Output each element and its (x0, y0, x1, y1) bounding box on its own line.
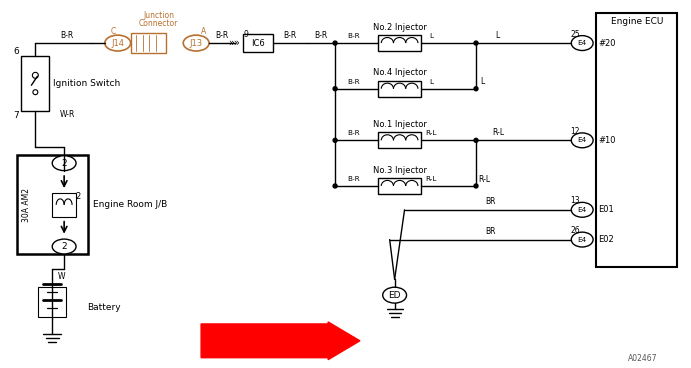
Text: ED: ED (388, 291, 401, 300)
Circle shape (474, 87, 478, 91)
Text: L: L (429, 79, 433, 85)
Ellipse shape (571, 232, 593, 247)
Ellipse shape (571, 133, 593, 148)
Text: Junction: Junction (143, 11, 174, 20)
Text: #10: #10 (598, 136, 616, 145)
Ellipse shape (105, 35, 131, 51)
Circle shape (333, 87, 337, 91)
Ellipse shape (183, 35, 209, 51)
Text: IC6: IC6 (251, 39, 265, 47)
Text: Engine Room J/B: Engine Room J/B (93, 200, 167, 209)
Text: E4: E4 (578, 207, 587, 213)
Bar (38, 287, 66, 317)
Text: E02: E02 (598, 235, 614, 244)
Text: 30A AM2: 30A AM2 (22, 188, 31, 222)
Text: 26: 26 (571, 226, 580, 235)
Circle shape (333, 184, 337, 188)
Text: B-R: B-R (61, 31, 74, 40)
Circle shape (333, 41, 337, 45)
Text: #20: #20 (598, 39, 616, 47)
Text: Connector: Connector (139, 19, 178, 28)
Text: A02467: A02467 (628, 354, 658, 363)
Text: 9: 9 (243, 30, 248, 39)
Ellipse shape (53, 156, 76, 171)
Text: 2: 2 (61, 242, 67, 251)
Bar (378, 178, 422, 194)
Text: R-L: R-L (478, 174, 490, 184)
Text: W: W (58, 272, 66, 281)
Text: »»: »» (228, 38, 240, 48)
Bar (378, 132, 422, 148)
Text: B-R: B-R (216, 31, 229, 40)
Text: B-R: B-R (314, 31, 328, 40)
Text: E4: E4 (578, 137, 587, 143)
Text: 12: 12 (571, 127, 580, 136)
Text: A: A (200, 26, 206, 36)
Text: B-R: B-R (283, 31, 296, 40)
Bar (378, 35, 422, 51)
Text: B-R: B-R (348, 130, 360, 137)
Ellipse shape (33, 90, 38, 95)
Bar (596, 13, 677, 268)
Text: E4: E4 (578, 237, 587, 243)
Text: 13: 13 (571, 197, 580, 205)
Text: B-R: B-R (348, 33, 360, 39)
Circle shape (333, 138, 337, 142)
Text: L: L (480, 77, 484, 86)
FancyArrow shape (201, 322, 360, 360)
Bar (378, 81, 422, 97)
Text: J14: J14 (111, 39, 124, 47)
Text: E4: E4 (578, 40, 587, 46)
Bar (21, 56, 49, 110)
Text: 7: 7 (14, 111, 19, 120)
Text: J13: J13 (189, 39, 202, 47)
Ellipse shape (53, 239, 76, 254)
Text: 2: 2 (61, 159, 67, 168)
Text: L: L (429, 33, 433, 39)
Text: BR: BR (485, 197, 495, 206)
Text: No.1 Injector: No.1 Injector (372, 120, 426, 129)
Text: B-R: B-R (348, 79, 360, 85)
Text: W-R: W-R (59, 110, 75, 119)
Text: 25: 25 (571, 30, 580, 39)
Ellipse shape (571, 202, 593, 217)
Ellipse shape (383, 287, 406, 303)
Text: R-L: R-L (426, 176, 437, 182)
Text: B-R: B-R (348, 176, 360, 182)
Text: Battery: Battery (87, 302, 121, 312)
Bar (17, 155, 88, 254)
Text: Ignition Switch: Ignition Switch (53, 79, 121, 88)
Bar (53, 193, 76, 217)
Text: L: L (495, 31, 500, 40)
Text: C: C (110, 26, 115, 36)
Ellipse shape (571, 36, 593, 50)
Circle shape (474, 184, 478, 188)
Bar (243, 34, 272, 52)
Text: R-L: R-L (492, 128, 504, 137)
Circle shape (474, 138, 478, 142)
Text: No.3 Injector: No.3 Injector (372, 166, 426, 174)
Text: CONTINUED: CONTINUED (220, 333, 321, 348)
Text: R-L: R-L (426, 130, 437, 137)
Text: Engine ECU: Engine ECU (611, 17, 663, 26)
Text: No.2 Injector: No.2 Injector (372, 23, 426, 32)
Text: 6: 6 (14, 46, 19, 56)
Circle shape (474, 41, 478, 45)
Text: 2: 2 (75, 192, 81, 201)
Text: E01: E01 (598, 205, 614, 214)
Bar (131, 33, 167, 53)
Ellipse shape (32, 72, 38, 78)
Text: BR: BR (485, 227, 495, 236)
Text: No.4 Injector: No.4 Injector (372, 68, 426, 77)
